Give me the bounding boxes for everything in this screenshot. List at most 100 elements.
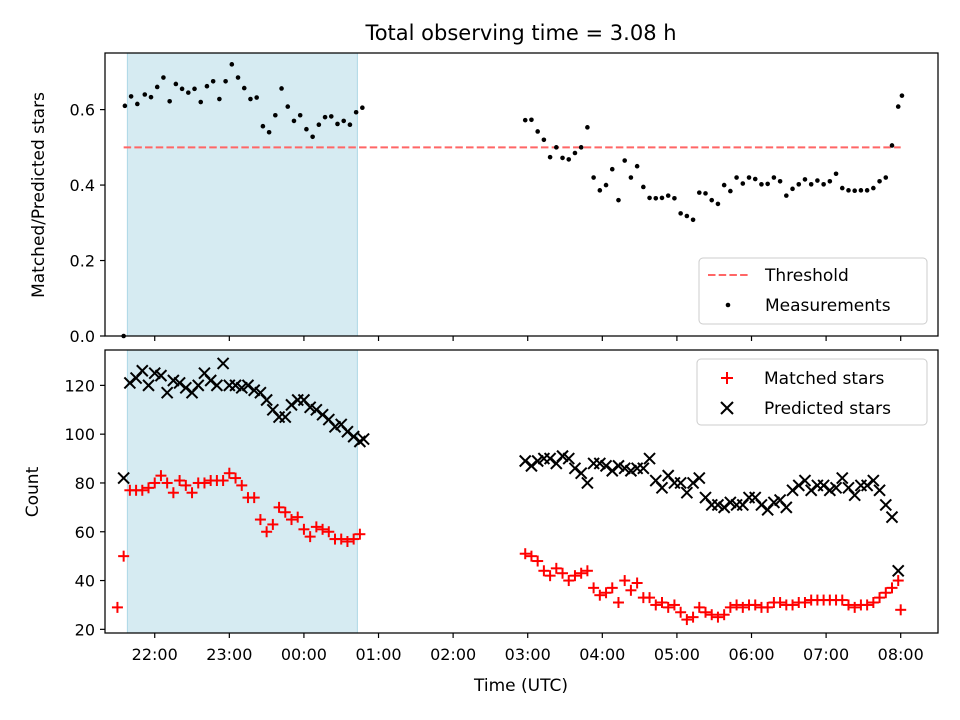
bottom-x-tick-label: 05:00 bbox=[654, 645, 700, 664]
bottom-x-tick-label: 07:00 bbox=[803, 645, 849, 664]
legend-measurements-label: Measurements bbox=[765, 296, 891, 316]
measurement-point bbox=[529, 117, 534, 123]
matched-star-point bbox=[174, 475, 186, 487]
matched-star-point bbox=[600, 587, 612, 599]
measurement-point bbox=[554, 145, 559, 150]
predicted-stars-points bbox=[117, 357, 905, 577]
matched-star-point bbox=[724, 601, 736, 613]
matched-star-point bbox=[799, 597, 811, 609]
measurement-point bbox=[721, 182, 727, 188]
predicted-star-point bbox=[192, 379, 205, 392]
measurement-point bbox=[360, 105, 365, 111]
matched-star-point bbox=[538, 565, 550, 577]
matched-star-point bbox=[348, 533, 360, 545]
matched-star-point bbox=[867, 597, 879, 609]
matched-star-point bbox=[167, 487, 179, 499]
matched-star-point bbox=[581, 565, 593, 577]
measurement-point bbox=[578, 145, 584, 150]
predicted-star-point bbox=[136, 364, 149, 377]
matched-star-point bbox=[273, 501, 285, 513]
bottom-x-tick-label: 02:00 bbox=[430, 645, 476, 664]
measurement-point bbox=[328, 114, 334, 119]
legend-predicted-label: Predicted stars bbox=[764, 399, 891, 419]
top-y-axis-label: Matched/Predicted stars bbox=[29, 92, 49, 298]
matched-star-point bbox=[335, 533, 347, 545]
matched-star-point bbox=[261, 526, 273, 538]
measurement-point bbox=[235, 75, 241, 80]
measurement-point bbox=[167, 98, 172, 104]
bottom-panel: 20 40 60 80 100 120 22:00 23:00 00:00 01:00 02:00… bbox=[23, 349, 939, 664]
measurement-point bbox=[248, 96, 253, 102]
matched-star-point bbox=[292, 511, 304, 523]
measurement-point bbox=[827, 178, 833, 184]
matched-star-point bbox=[612, 597, 624, 609]
matched-star-point bbox=[849, 601, 861, 613]
matched-star-point bbox=[569, 570, 581, 582]
measurement-point bbox=[858, 188, 864, 193]
matched-star-point bbox=[700, 606, 712, 618]
bottom-legend-box bbox=[696, 358, 928, 426]
matched-star-point bbox=[650, 599, 662, 611]
measurement-point bbox=[560, 155, 565, 161]
matched-star-point bbox=[749, 599, 761, 611]
measurement-point bbox=[796, 182, 802, 187]
measurement-point bbox=[746, 175, 752, 180]
top-y-axis-ticks: 0.0 0.2 0.4 0.6 bbox=[70, 101, 105, 346]
measurement-point bbox=[186, 90, 191, 95]
matched-star-point bbox=[304, 531, 316, 543]
measurement-point bbox=[603, 182, 609, 188]
top-legend-box bbox=[698, 257, 928, 325]
measurement-point bbox=[135, 101, 140, 107]
top-panel: 0.0 0.2 0.4 0.6 Matched/Predicted stars Thr… bbox=[29, 52, 939, 346]
legend-threshold-label: Threshold bbox=[764, 266, 849, 286]
measurement-point bbox=[690, 217, 696, 223]
matched-star-point bbox=[874, 592, 886, 604]
measurement-point bbox=[535, 129, 540, 134]
matched-star-point bbox=[254, 514, 266, 526]
predicted-star-point bbox=[829, 481, 843, 495]
matched-star-point bbox=[842, 599, 854, 611]
measurement-point bbox=[260, 123, 266, 129]
measurement-point bbox=[154, 84, 160, 90]
predicted-star-point bbox=[873, 484, 886, 497]
measurement-point bbox=[353, 109, 359, 115]
predicted-star-point bbox=[854, 479, 868, 492]
predicted-star-point bbox=[574, 466, 588, 480]
measurement-point bbox=[297, 112, 303, 118]
predicted-star-point bbox=[117, 471, 130, 485]
measurement-point bbox=[871, 185, 876, 191]
measurement-point bbox=[709, 197, 715, 203]
measurement-point bbox=[223, 79, 228, 84]
measurement-point bbox=[291, 118, 297, 124]
measurement-point bbox=[522, 117, 528, 123]
predicted-star-point bbox=[357, 432, 370, 446]
measurement-point bbox=[304, 126, 309, 132]
measurement-point bbox=[148, 94, 154, 100]
bottom-x-tick-label: 23:00 bbox=[206, 645, 252, 664]
measurement-point bbox=[684, 213, 690, 219]
matched-star-point bbox=[656, 597, 668, 609]
measurement-point bbox=[765, 181, 770, 187]
measurement-point bbox=[899, 93, 905, 98]
measurement-point bbox=[895, 104, 901, 109]
matched-star-point bbox=[594, 589, 606, 601]
bottom-y-tick-label: 20 bbox=[75, 620, 95, 639]
bottom-x-tick-label: 08:00 bbox=[878, 645, 924, 664]
matched-star-point bbox=[625, 584, 637, 596]
measurement-point bbox=[142, 92, 148, 97]
measurement-point bbox=[204, 83, 210, 89]
matched-star-point bbox=[681, 614, 693, 626]
predicted-star-point bbox=[142, 379, 155, 392]
measurement-point bbox=[864, 188, 870, 193]
matched-star-point bbox=[731, 599, 743, 611]
measurement-point bbox=[347, 122, 353, 127]
measurement-point bbox=[678, 211, 683, 216]
measurement-point bbox=[541, 137, 547, 143]
matched-star-point bbox=[762, 601, 774, 613]
predicted-star-point bbox=[581, 476, 594, 490]
measurement-point bbox=[128, 94, 134, 99]
measurement-point bbox=[659, 195, 665, 201]
measurement-point bbox=[802, 177, 808, 182]
matched-star-point bbox=[143, 482, 155, 494]
predicted-star-point bbox=[848, 488, 861, 502]
